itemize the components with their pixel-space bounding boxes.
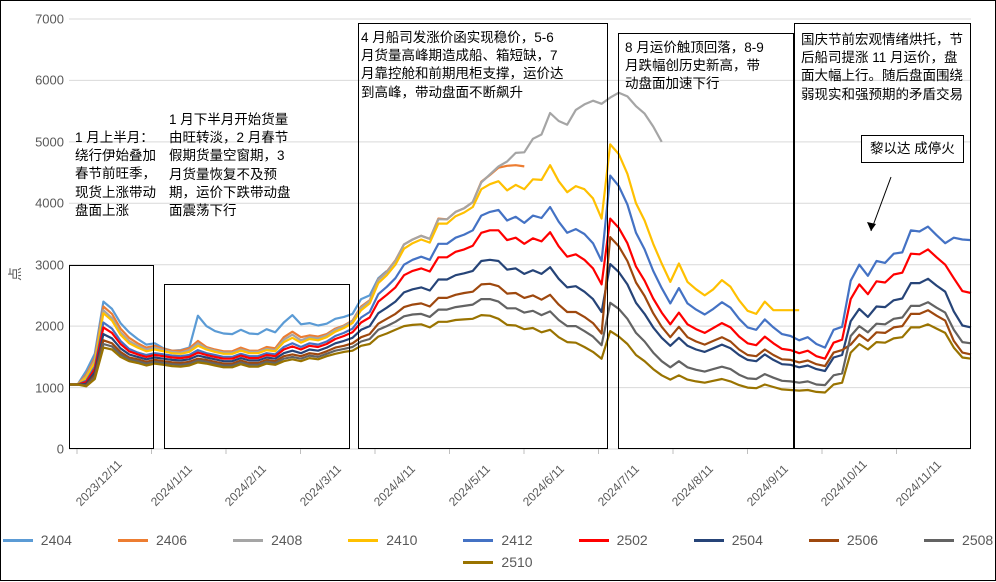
legend-label: 2502 xyxy=(617,532,648,548)
legend-label: 2410 xyxy=(386,532,417,548)
legend-label: 2510 xyxy=(501,554,532,570)
annotation-text: 8 月运价触顶回落，8-9 月跌幅创历史新高，带 动盘面加速下行 xyxy=(625,39,764,94)
legend-label: 2508 xyxy=(962,532,993,548)
legend: 2404 2406 2408 2410 2412 2502 2504 2506 2508 2510 xyxy=(1,532,995,570)
legend-item: 2410 xyxy=(348,532,417,548)
legend-label: 2406 xyxy=(156,532,187,548)
callout-box: 黎以达 成停火 xyxy=(861,135,964,163)
legend-label: 2504 xyxy=(732,532,763,548)
y-tick: 4000 xyxy=(35,196,64,211)
legend-item: 2408 xyxy=(233,532,302,548)
legend-item: 2506 xyxy=(809,532,878,548)
legend-swatch xyxy=(3,539,33,542)
y-tick: 7000 xyxy=(35,12,64,27)
annotation-text: 1 月上半月： 绕行伊始叠加 春节前旺季， 现货上涨带动 盘面上涨 xyxy=(75,129,156,220)
legend-item: 2508 xyxy=(924,532,993,548)
legend-item: 2412 xyxy=(463,532,532,548)
legend-swatch xyxy=(463,539,493,542)
legend-label: 2408 xyxy=(271,532,302,548)
phase-box xyxy=(69,265,154,449)
y-tick: 0 xyxy=(57,442,64,457)
legend-swatch xyxy=(924,539,954,542)
y-tick: 3000 xyxy=(35,257,64,272)
legend-item: 2404 xyxy=(3,532,72,548)
legend-item: 2510 xyxy=(463,554,532,570)
legend-swatch xyxy=(348,539,378,542)
legend-label: 2506 xyxy=(847,532,878,548)
legend-swatch xyxy=(694,539,724,542)
annotation-text: 国庆节前宏观情绪烘托，节 后船司提涨 11 月运价，盘 面大幅上行。随后盘面围绕… xyxy=(801,31,963,104)
legend-item: 2406 xyxy=(118,532,187,548)
phase-box xyxy=(618,33,794,449)
phase-box xyxy=(164,284,350,449)
annotation-text: 4 月船司发涨价函实现稳价，5-6 月货量高峰期造成船、箱短缺，7 月靠控舱和前… xyxy=(361,29,564,102)
legend-swatch xyxy=(579,539,609,542)
legend-swatch xyxy=(233,539,263,542)
y-tick: 6000 xyxy=(35,73,64,88)
y-tick: 2000 xyxy=(35,319,64,334)
legend-swatch xyxy=(118,539,148,542)
legend-label: 2404 xyxy=(41,532,72,548)
annotation-text: 1 月下半月开始货量 由旺转淡，2 月春节 假期货量空窗期，3 月货量恢复不及预… xyxy=(169,111,291,220)
legend-swatch xyxy=(809,539,839,542)
y-tick: 5000 xyxy=(35,134,64,149)
legend-swatch xyxy=(463,561,493,564)
legend-label: 2412 xyxy=(501,532,532,548)
y-tick: 1000 xyxy=(35,380,64,395)
legend-item: 2504 xyxy=(694,532,763,548)
legend-item: 2502 xyxy=(579,532,648,548)
